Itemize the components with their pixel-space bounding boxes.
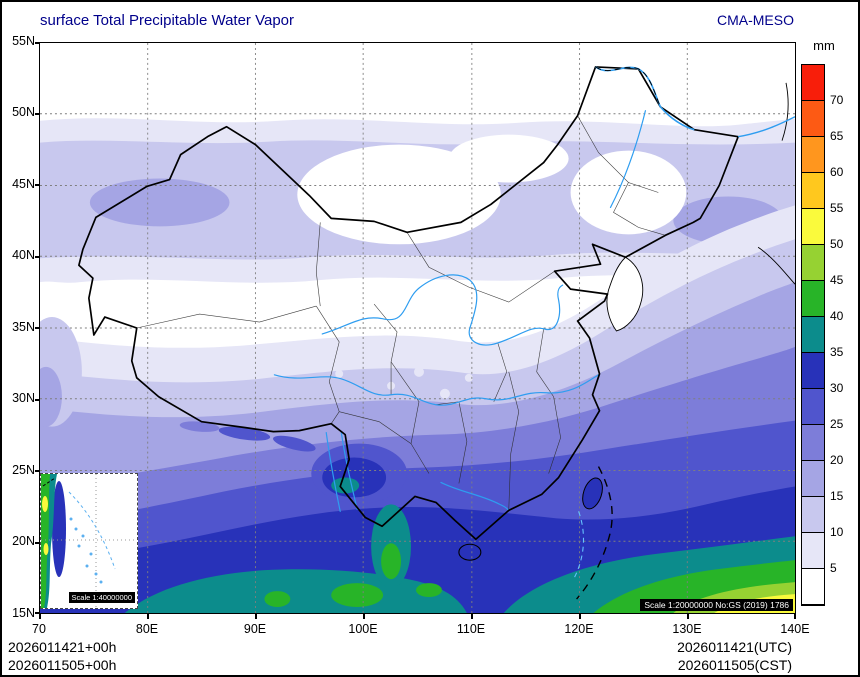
colorbar-segment xyxy=(802,353,824,389)
valid-time-cst: 2026011505(CST) xyxy=(677,657,792,673)
colorbar-segment xyxy=(802,497,824,533)
lat-label: 50N xyxy=(12,105,35,119)
lat-tick xyxy=(35,113,39,115)
lon-tick xyxy=(687,614,689,619)
colorbar-segment xyxy=(802,425,824,461)
colorbar-segment xyxy=(802,569,824,605)
colorbar-tick-label: 60 xyxy=(830,165,844,179)
colorbar-segment xyxy=(802,389,824,425)
colorbar-segment xyxy=(802,101,824,137)
lat-label: 40N xyxy=(12,248,35,262)
colorbar-tick-label: 5 xyxy=(830,561,837,575)
lon-label: 120E xyxy=(564,622,594,636)
colorbar xyxy=(801,64,825,606)
colorbar-tick-label: 50 xyxy=(830,237,844,251)
colorbar-tick-label: 25 xyxy=(830,417,844,431)
lon-label: 100E xyxy=(348,622,378,636)
lon-label: 130E xyxy=(672,622,702,636)
map-art xyxy=(40,43,795,613)
colorbar-tick-label: 70 xyxy=(830,93,844,107)
lat-tick xyxy=(35,612,39,614)
lat-tick xyxy=(35,542,39,544)
map-scale-note: Scale 1:20000000 No:GS (2019) 1786 xyxy=(640,599,793,611)
inset-map: Scale 1:40000000 xyxy=(40,473,138,609)
lat-tick xyxy=(35,256,39,258)
colorbar-tick-label: 40 xyxy=(830,309,844,323)
lon-tick xyxy=(363,614,365,619)
colorbar-tick-label: 30 xyxy=(830,381,844,395)
lon-tick xyxy=(147,614,149,619)
lon-tick xyxy=(39,614,41,619)
colorbar-segment xyxy=(802,245,824,281)
lat-label: 15N xyxy=(12,606,35,620)
lat-label: 20N xyxy=(12,534,35,548)
lat-tick xyxy=(35,42,39,44)
colorbar-tick-label: 55 xyxy=(830,201,844,215)
valid-time-utc: 2026011421(UTC) xyxy=(677,639,792,655)
init-time-cst: 2026011505+00h xyxy=(8,657,117,673)
lon-label: 70 xyxy=(32,622,46,636)
colorbar-segment xyxy=(802,533,824,569)
colorbar-tick-label: 45 xyxy=(830,273,844,287)
model-name: CMA-MESO xyxy=(717,12,794,28)
colorbar-segment xyxy=(802,65,824,101)
colorbar-tick-label: 10 xyxy=(830,525,844,539)
colorbar-segment xyxy=(802,281,824,317)
colorbar-tick-label: 20 xyxy=(830,453,844,467)
colorbar-tick-label: 35 xyxy=(830,345,844,359)
colorbar-segment xyxy=(802,317,824,353)
lon-tick xyxy=(794,614,796,619)
lon-label: 110E xyxy=(456,622,486,636)
lat-label: 45N xyxy=(12,177,35,191)
colorbar-unit-label: mm xyxy=(813,38,835,53)
colorbar-segment xyxy=(802,173,824,209)
inset-map-art xyxy=(41,474,137,608)
lat-tick xyxy=(35,184,39,186)
page-title: surface Total Precipitable Water Vapor xyxy=(40,12,295,29)
colorbar-segment xyxy=(802,209,824,245)
lon-tick xyxy=(255,614,257,619)
lon-tick xyxy=(471,614,473,619)
lon-label: 90E xyxy=(243,622,267,636)
inset-scale-label: Scale 1:40000000 xyxy=(68,592,135,603)
lat-tick xyxy=(35,399,39,401)
colorbar-tick-label: 15 xyxy=(830,489,844,503)
colorbar-segment xyxy=(802,137,824,173)
lon-label: 140E xyxy=(780,622,810,636)
lon-label: 80E xyxy=(135,622,159,636)
colorbar-segment xyxy=(802,461,824,497)
lat-label: 30N xyxy=(12,391,35,405)
lat-label: 35N xyxy=(12,320,35,334)
map-canvas: Scale 1:40000000 Scale 1:20000000 No:GS … xyxy=(39,42,796,614)
init-time-utc: 2026011421+00h xyxy=(8,639,117,655)
lat-label: 25N xyxy=(12,463,35,477)
lat-tick xyxy=(35,327,39,329)
lat-label: 55N xyxy=(12,34,35,48)
lon-tick xyxy=(579,614,581,619)
lat-tick xyxy=(35,470,39,472)
colorbar-tick-label: 65 xyxy=(830,129,844,143)
